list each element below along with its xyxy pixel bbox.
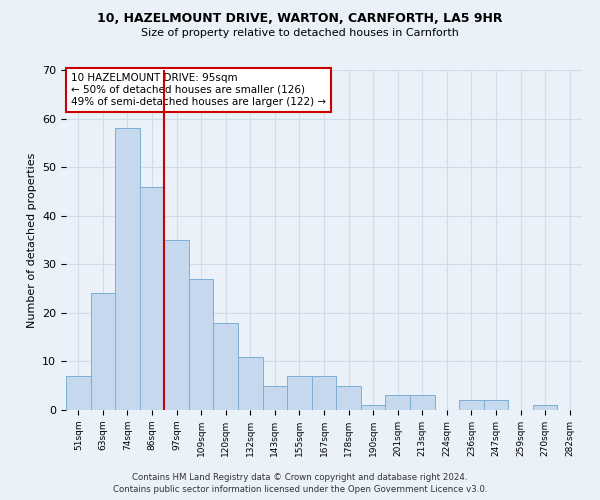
Bar [115, 128, 140, 410]
Bar [336, 386, 361, 410]
Bar [214, 322, 238, 410]
Bar [287, 376, 312, 410]
Bar [385, 396, 410, 410]
Bar [238, 356, 263, 410]
Bar [484, 400, 508, 410]
Bar [164, 240, 189, 410]
Bar [140, 186, 164, 410]
Bar [189, 279, 214, 410]
Text: Size of property relative to detached houses in Carnforth: Size of property relative to detached ho… [141, 28, 459, 38]
Bar [459, 400, 484, 410]
Bar [312, 376, 336, 410]
Bar [410, 396, 434, 410]
Bar [91, 294, 115, 410]
Bar [66, 376, 91, 410]
Text: Contains public sector information licensed under the Open Government Licence v3: Contains public sector information licen… [113, 485, 487, 494]
Bar [361, 405, 385, 410]
Y-axis label: Number of detached properties: Number of detached properties [26, 152, 37, 328]
Bar [533, 405, 557, 410]
Bar [263, 386, 287, 410]
Text: 10 HAZELMOUNT DRIVE: 95sqm
← 50% of detached houses are smaller (126)
49% of sem: 10 HAZELMOUNT DRIVE: 95sqm ← 50% of deta… [71, 74, 326, 106]
Text: 10, HAZELMOUNT DRIVE, WARTON, CARNFORTH, LA5 9HR: 10, HAZELMOUNT DRIVE, WARTON, CARNFORTH,… [97, 12, 503, 26]
Text: Contains HM Land Registry data © Crown copyright and database right 2024.: Contains HM Land Registry data © Crown c… [132, 472, 468, 482]
